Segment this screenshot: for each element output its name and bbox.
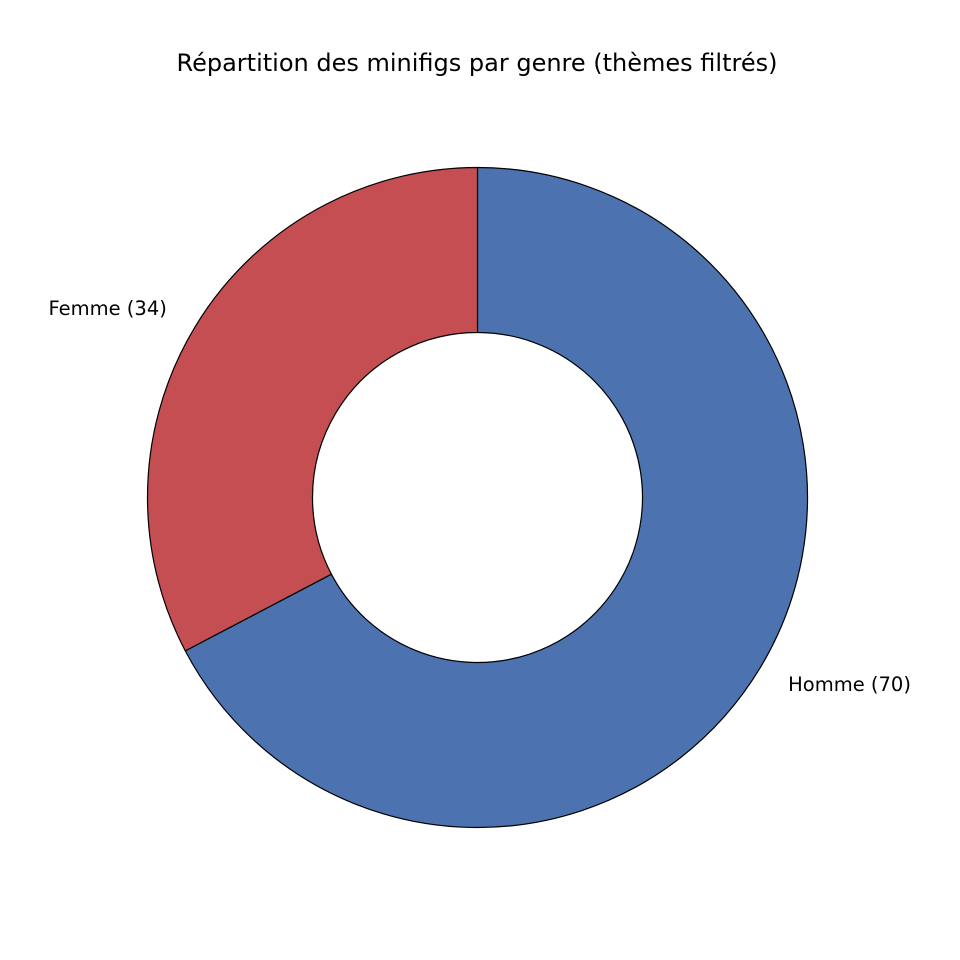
slices-layer	[146, 166, 809, 829]
slice-label-homme: Homme (70)	[788, 673, 911, 696]
slice-label-femme: Femme (34)	[48, 297, 166, 320]
slice-homme	[184, 166, 809, 829]
slice-femme	[146, 166, 479, 652]
chart-title: Répartition des minifigs par genre (thèm…	[177, 49, 778, 77]
labels-layer: Homme (70) Femme (34)	[48, 297, 910, 696]
